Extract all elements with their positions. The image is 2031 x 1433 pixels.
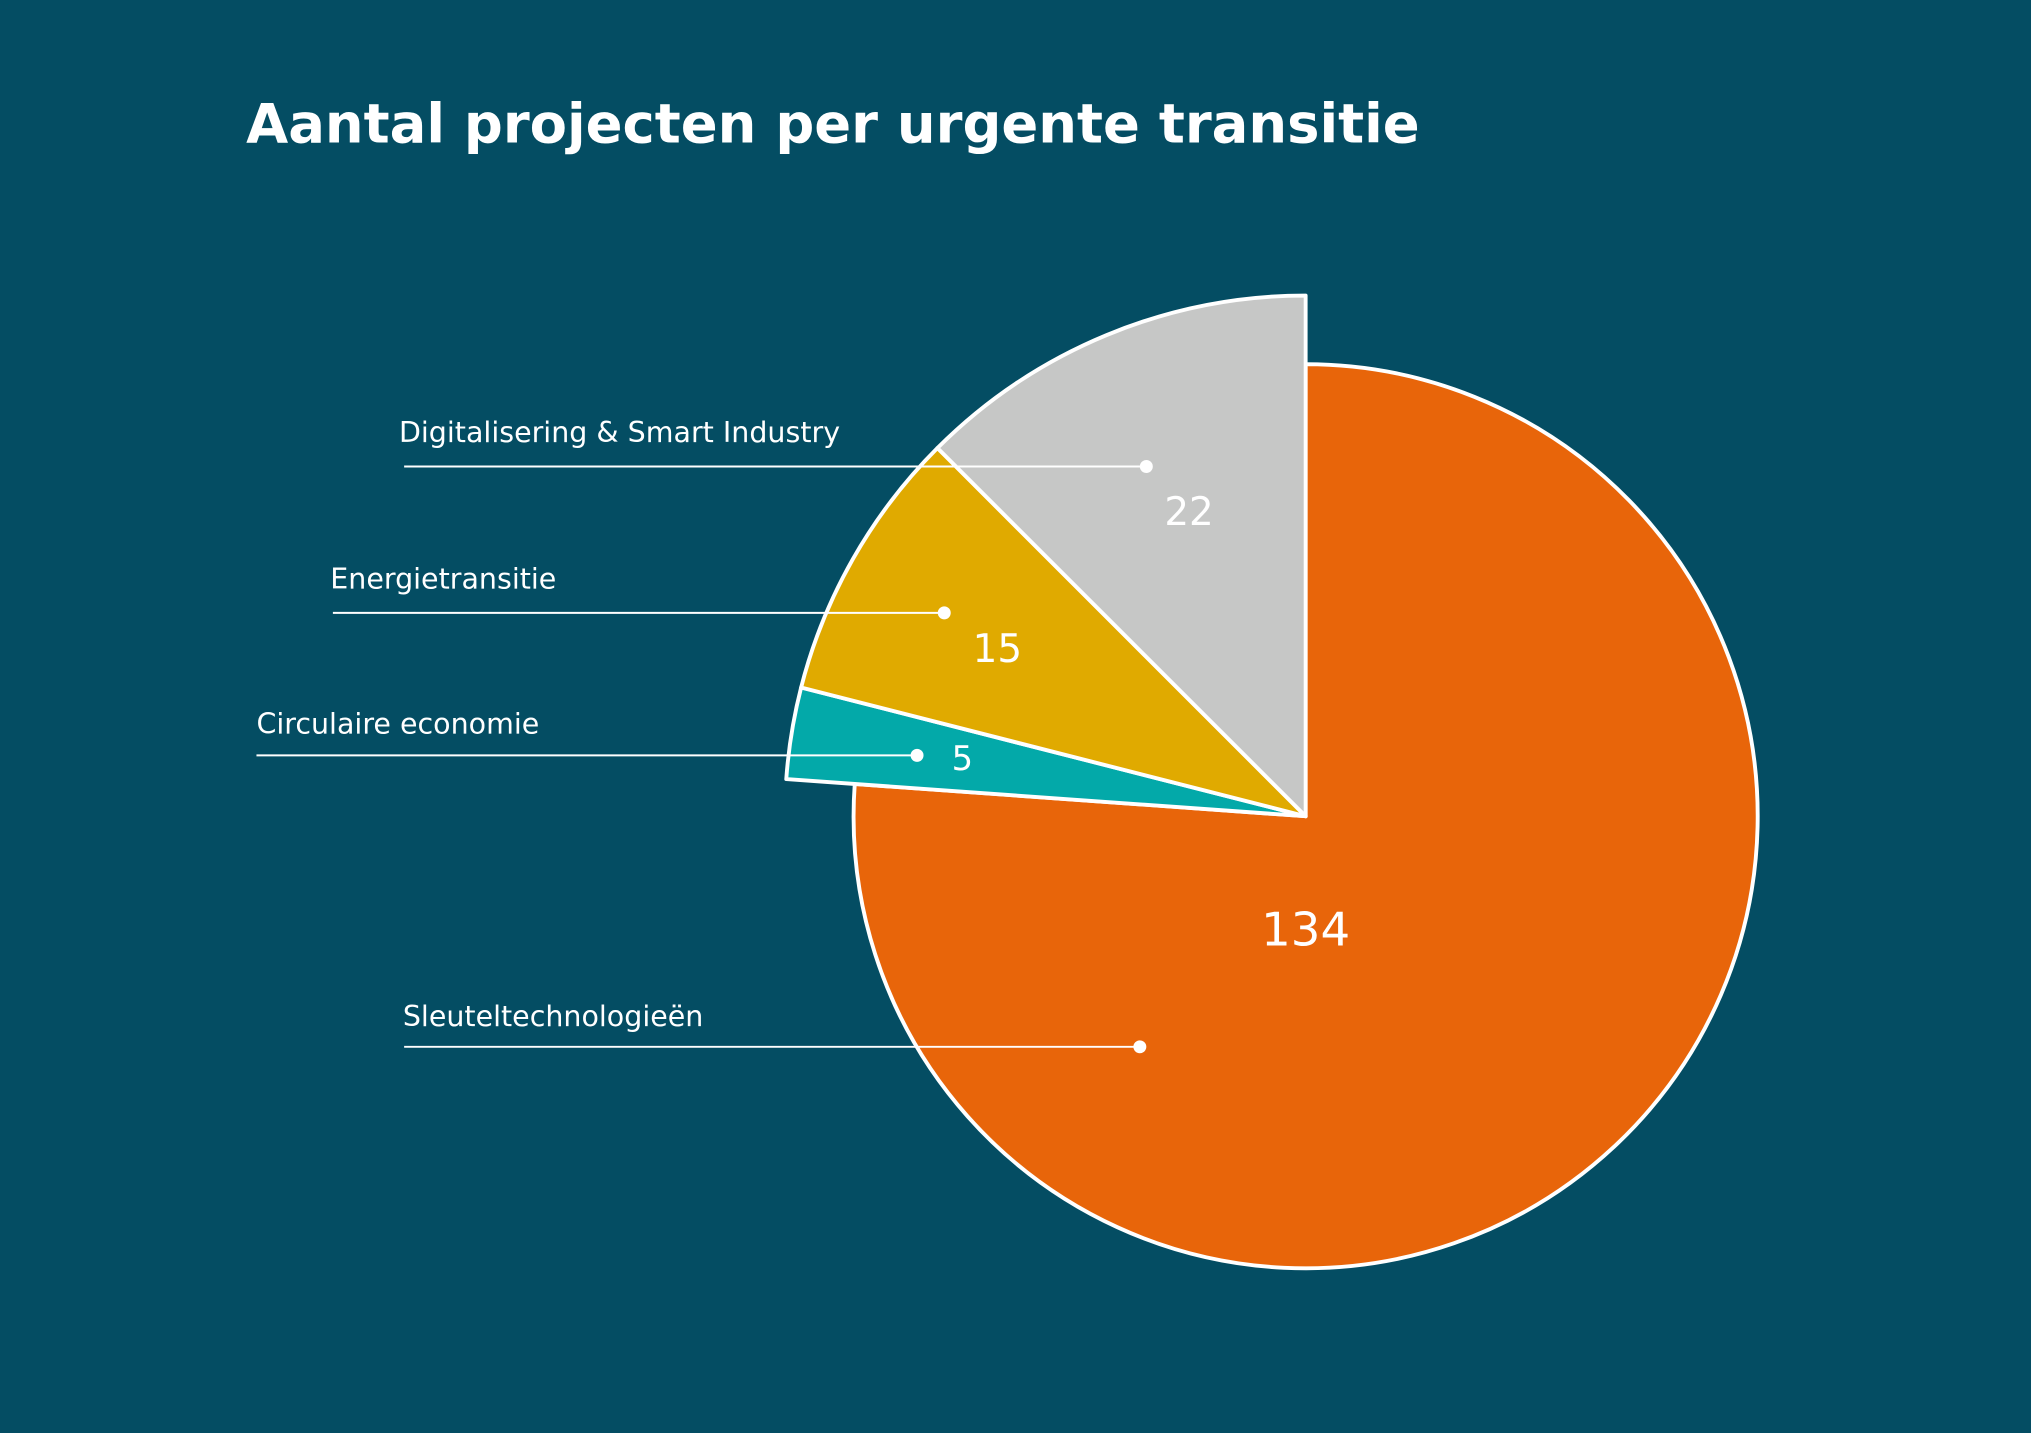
- data-label: 134: [1261, 902, 1350, 956]
- leader-dot: [937, 606, 951, 620]
- leader-dot: [1133, 1040, 1147, 1054]
- leader-dot: [910, 748, 924, 762]
- legend-label: Energietransitie: [330, 562, 556, 595]
- legend-label: Sleuteltechnologieën: [403, 1000, 704, 1033]
- pie-slice: [799, 446, 1308, 819]
- data-label: 5: [952, 739, 973, 778]
- data-label: 22: [1164, 490, 1213, 535]
- pie-slice: [935, 293, 1308, 819]
- chart-title: Aantal projecten per urgente transitie: [246, 93, 1420, 156]
- pie-slice: [851, 362, 1760, 1271]
- legend-label: Circulaire economie: [256, 707, 539, 740]
- leader-dot: [1139, 460, 1153, 473]
- legend-label: Digitalisering & Smart Industry: [399, 416, 840, 449]
- data-label: 15: [973, 627, 1022, 672]
